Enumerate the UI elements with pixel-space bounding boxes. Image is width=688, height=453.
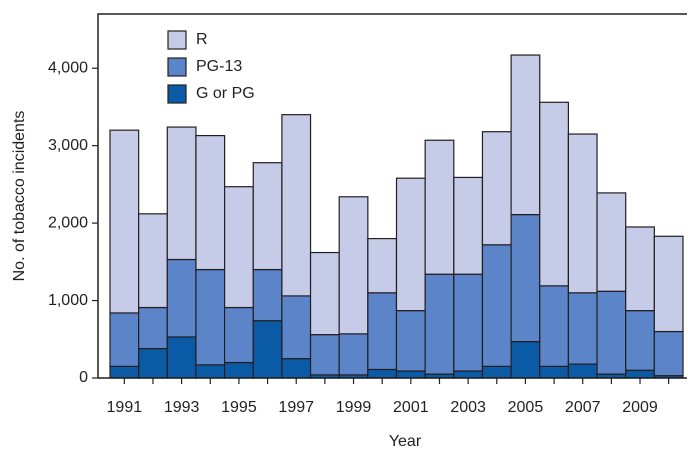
legend-swatch: [167, 57, 187, 77]
y-tick-label: 0: [79, 369, 88, 386]
bar-segment: [281, 114, 312, 297]
bar-segment: [252, 268, 283, 322]
y-tick-label: 4,000: [48, 59, 88, 76]
bar-segment: [567, 292, 598, 365]
bar-segment: [281, 295, 312, 360]
x-tick-label: 2007: [565, 399, 601, 416]
x-tick-label: 1995: [221, 399, 257, 416]
bar-segment: [166, 258, 197, 338]
bar-segment: [481, 244, 512, 367]
bar-segment: [166, 336, 197, 379]
x-tick-label: 2009: [622, 399, 658, 416]
bar-segment: [338, 333, 369, 376]
bar-segment: [395, 177, 426, 312]
bar-segment: [596, 192, 627, 292]
x-tick-label: 2005: [508, 399, 544, 416]
bar-segment: [109, 129, 140, 314]
x-tick-label: 2001: [393, 399, 429, 416]
bar-segment: [453, 176, 484, 275]
bar-segment: [138, 213, 168, 309]
bar-segment: [367, 368, 398, 379]
bar-segment: [195, 364, 226, 379]
bar-segment: [166, 126, 197, 261]
bar-segment: [510, 213, 541, 343]
bar-segment: [625, 310, 655, 371]
legend-swatch: [167, 84, 187, 104]
x-tick-label: 2003: [450, 399, 486, 416]
legend-label: G or PG: [196, 85, 255, 102]
bar-segment: [539, 101, 569, 287]
bar-segment: [252, 320, 283, 379]
bar-segment: [109, 365, 140, 379]
bar-segment: [338, 196, 369, 335]
bar-segment: [424, 139, 455, 275]
bar-segment: [481, 131, 512, 246]
bar-segment: [424, 273, 455, 375]
x-tick-label: 1999: [336, 399, 372, 416]
bar-segment: [625, 226, 655, 312]
bar-segment: [252, 162, 283, 271]
bar-segment: [481, 365, 512, 379]
bar-segment: [367, 292, 398, 371]
bar-segment: [367, 237, 398, 294]
bar-segment: [653, 330, 684, 377]
bar-segment: [309, 334, 340, 376]
bar-segment: [625, 369, 655, 379]
bar-segment: [510, 341, 541, 379]
y-tick-label: 2,000: [48, 214, 88, 231]
bar-segment: [309, 251, 340, 336]
bar-segment: [539, 285, 569, 367]
bar-segment: [138, 347, 168, 379]
bar-segment: [224, 306, 254, 364]
y-tick-label: 3,000: [48, 137, 88, 154]
bar-segment: [453, 370, 484, 379]
bar-segment: [596, 290, 627, 375]
y-axis-label: No. of tobacco incidents: [11, 111, 28, 282]
x-axis-label: Year: [389, 433, 422, 450]
bar-segment: [109, 312, 140, 367]
bar-segment: [567, 133, 598, 294]
bar-segment: [195, 268, 226, 366]
x-tick-label: 1993: [164, 399, 200, 416]
bar-segment: [224, 186, 254, 309]
y-tick-label: 1,000: [48, 292, 88, 309]
legend-swatch: [167, 30, 187, 50]
bar-segment: [539, 365, 569, 379]
x-tick-label: 1997: [278, 399, 314, 416]
bar-segment: [453, 273, 484, 372]
legend-label: R: [196, 31, 208, 48]
bar-segment: [510, 54, 541, 216]
bar-segment: [395, 310, 426, 372]
bar-segment: [567, 363, 598, 379]
bar-segment: [281, 358, 312, 379]
bar-segment: [395, 370, 426, 379]
bar-segment: [653, 235, 684, 333]
legend-label: PG-13: [196, 58, 242, 75]
plot-frame: [97, 13, 687, 378]
bar-segment: [195, 134, 226, 271]
bar-segment: [138, 306, 168, 350]
x-tick-label: 1991: [107, 399, 143, 416]
bar-segment: [224, 361, 254, 379]
